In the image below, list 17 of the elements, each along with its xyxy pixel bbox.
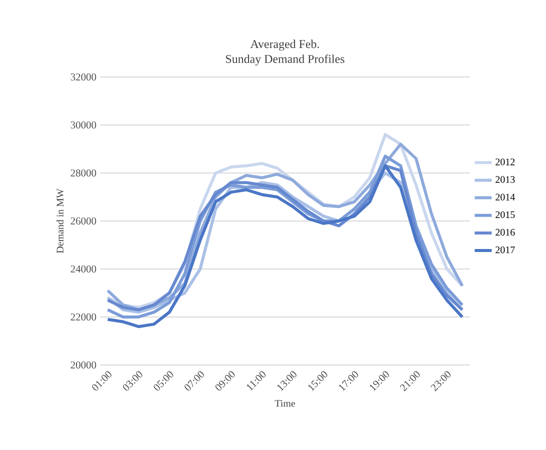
legend-label: 2014 <box>496 194 515 200</box>
y-tick-label: 28000 <box>70 169 96 177</box>
legend-label: 2013 <box>496 176 515 183</box>
y-tick-label: 30000 <box>70 121 96 129</box>
chart-subtitle: Sunday Demand Profiles <box>226 54 344 66</box>
chart-title: Averaged Feb. <box>250 40 319 51</box>
y-tick-label: 24000 <box>70 265 96 273</box>
y-tick-label: 26000 <box>70 217 96 225</box>
y-axis-title: Demand in MW <box>56 188 64 254</box>
y-tick-label: 22000 <box>70 313 96 321</box>
legend-label: 2016 <box>496 228 515 236</box>
y-tick-label: 20000 <box>70 361 96 369</box>
legend-label: 2017 <box>496 246 515 254</box>
legend-label: 2015 <box>496 211 515 218</box>
x-axis-title: Time <box>274 400 296 407</box>
y-tick-label: 32000 <box>70 73 96 81</box>
legend-label: 2012 <box>496 158 515 166</box>
